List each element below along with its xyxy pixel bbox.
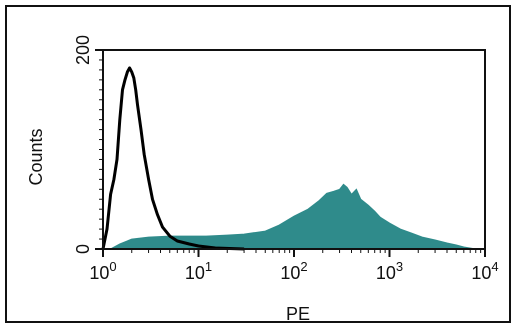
- y-tick-label-1: 200: [73, 35, 93, 65]
- series-line-1: [101, 66, 245, 251]
- x-tick-label-base: 10: [280, 263, 300, 283]
- x-tick-label-base: 10: [376, 263, 396, 283]
- x-tick-label-1: 101: [185, 259, 212, 283]
- x-tick-label-exponent: 1: [205, 259, 212, 274]
- x-tick-label-2: 102: [280, 259, 307, 283]
- x-tick-label-4: 104: [471, 259, 498, 283]
- x-tick-label-exponent: 0: [109, 259, 116, 274]
- y-axis-label: Counts: [26, 128, 46, 185]
- x-tick-label-base: 10: [89, 263, 109, 283]
- series-layer: [101, 66, 476, 251]
- x-tick-label-exponent: 3: [396, 259, 403, 274]
- x-tick-label-0: 100: [89, 259, 116, 283]
- x-tick-label-exponent: 4: [491, 259, 498, 274]
- y-tick-label-0: 0: [73, 244, 93, 254]
- chart-frame: 100 101 102 103 104 0 200 Counts PE: [5, 5, 511, 324]
- x-tick-label-base: 10: [471, 263, 491, 283]
- x-tick-label-base: 10: [185, 263, 205, 283]
- x-tick-label-exponent: 2: [300, 259, 307, 274]
- x-axis-label: PE: [286, 304, 310, 324]
- series-area-0: [110, 183, 476, 250]
- x-tick-label-3: 103: [376, 259, 403, 283]
